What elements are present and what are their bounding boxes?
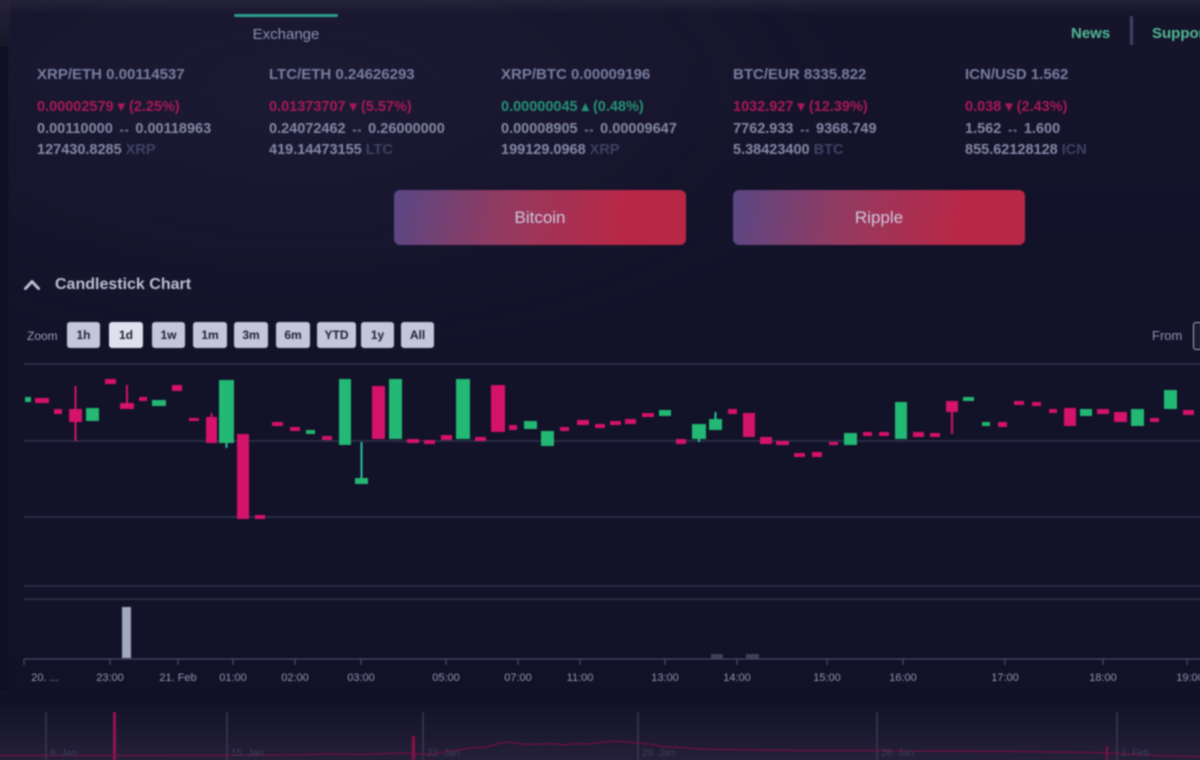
svg-text:07:00: 07:00	[504, 672, 532, 684]
svg-text:15. Jan: 15. Jan	[231, 748, 264, 759]
svg-text:15:00: 15:00	[813, 672, 841, 684]
svg-text:03:00: 03:00	[347, 672, 375, 684]
svg-text:16:00: 16:00	[889, 672, 917, 684]
svg-text:23:00: 23:00	[96, 672, 124, 684]
svg-text:02:00: 02:00	[281, 672, 309, 684]
svg-text:14:00: 14:00	[723, 672, 751, 684]
svg-text:26. Jan: 26. Jan	[881, 748, 914, 759]
svg-text:20. ...: 20. ...	[31, 672, 59, 684]
svg-text:19:00: 19:00	[1176, 672, 1200, 684]
svg-text:21. Feb: 21. Feb	[159, 672, 196, 684]
svg-text:13:00: 13:00	[651, 672, 679, 684]
svg-text:29. Jan: 29. Jan	[642, 748, 675, 759]
svg-text:17:00: 17:00	[991, 672, 1019, 684]
svg-text:8. Jan: 8. Jan	[50, 748, 77, 759]
svg-text:18:00: 18:00	[1089, 672, 1117, 684]
svg-text:11:00: 11:00	[567, 672, 594, 684]
svg-text:01:00: 01:00	[219, 672, 247, 684]
svg-text:22. Jan: 22. Jan	[427, 748, 460, 759]
svg-text:2. Feb: 2. Feb	[1121, 748, 1150, 759]
svg-text:05:00: 05:00	[432, 672, 460, 684]
